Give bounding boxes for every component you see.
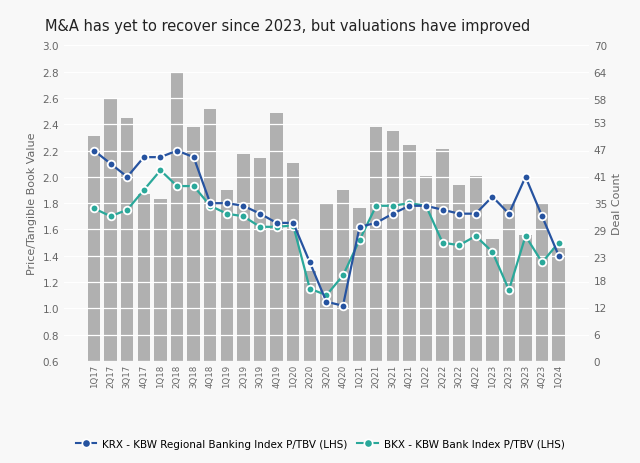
Bar [470, 177, 482, 361]
Bar [370, 127, 383, 361]
Bar [287, 163, 300, 361]
Bar [337, 190, 349, 361]
Bar [188, 127, 200, 361]
Bar [254, 159, 266, 361]
Bar [552, 249, 565, 361]
Bar [453, 186, 465, 361]
Bar [353, 208, 366, 361]
Bar [121, 118, 134, 361]
Bar [436, 150, 449, 361]
Bar [204, 109, 216, 361]
Bar [303, 271, 316, 361]
Bar [237, 154, 250, 361]
Bar [171, 73, 183, 361]
Y-axis label: Deal Count: Deal Count [612, 173, 623, 235]
Bar [88, 136, 100, 361]
Bar [320, 204, 333, 361]
Bar [519, 235, 532, 361]
Y-axis label: Price/Tangible Book Value: Price/Tangible Book Value [27, 132, 37, 275]
Bar [420, 177, 432, 361]
Bar [138, 195, 150, 361]
Bar [486, 240, 499, 361]
Bar [536, 204, 548, 361]
Bar [502, 204, 515, 361]
Bar [403, 145, 415, 361]
Bar [154, 199, 166, 361]
Bar [221, 190, 233, 361]
Bar [270, 114, 283, 361]
Legend: KRX - KBW Regional Banking Index P/TBV (LHS), BKX - KBW Bank Index P/TBV (LHS): KRX - KBW Regional Banking Index P/TBV (… [72, 435, 568, 453]
Bar [387, 132, 399, 361]
Text: M&A has yet to recover since 2023, but valuations have improved: M&A has yet to recover since 2023, but v… [45, 19, 530, 33]
Bar [104, 100, 117, 361]
